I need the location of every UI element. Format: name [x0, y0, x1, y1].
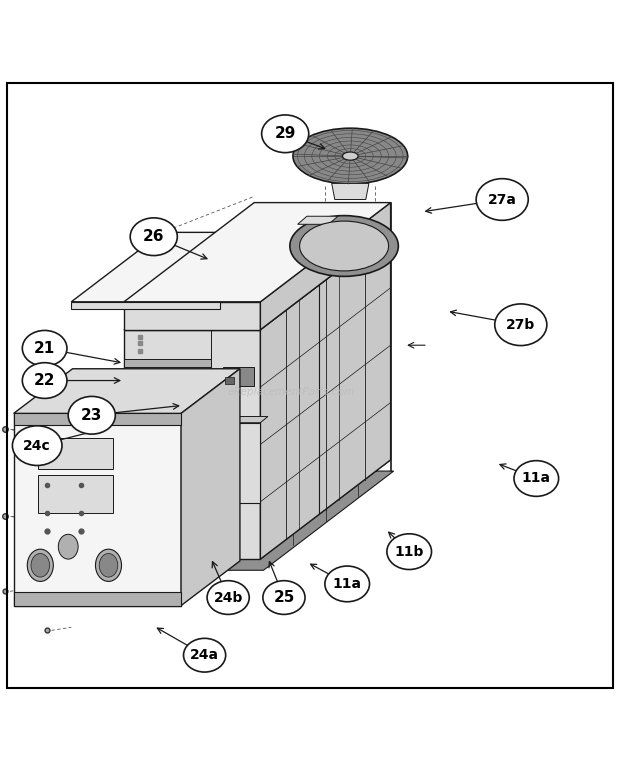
Polygon shape — [71, 232, 311, 301]
Text: 21: 21 — [34, 341, 55, 355]
Polygon shape — [124, 203, 391, 301]
Polygon shape — [14, 369, 240, 413]
Polygon shape — [124, 330, 260, 559]
Text: eReplacementParts.com: eReplacementParts.com — [228, 387, 355, 397]
Ellipse shape — [262, 115, 309, 153]
Text: 24a: 24a — [190, 648, 219, 662]
Polygon shape — [260, 203, 391, 330]
Ellipse shape — [22, 362, 67, 399]
Text: 27b: 27b — [506, 318, 536, 332]
Polygon shape — [225, 377, 234, 384]
Polygon shape — [14, 592, 181, 605]
Polygon shape — [298, 216, 338, 224]
Polygon shape — [38, 438, 113, 470]
Ellipse shape — [207, 581, 249, 614]
Text: 11a: 11a — [522, 472, 551, 486]
Ellipse shape — [184, 638, 226, 672]
Polygon shape — [71, 301, 220, 309]
Polygon shape — [124, 231, 391, 330]
Ellipse shape — [495, 304, 547, 345]
Ellipse shape — [263, 581, 305, 614]
Polygon shape — [121, 460, 394, 571]
Ellipse shape — [22, 331, 67, 366]
Polygon shape — [124, 359, 211, 367]
Polygon shape — [260, 231, 391, 559]
Ellipse shape — [130, 218, 177, 255]
Text: 22: 22 — [34, 373, 55, 388]
Polygon shape — [14, 413, 181, 425]
Polygon shape — [181, 369, 240, 605]
Text: 29: 29 — [275, 126, 296, 141]
Polygon shape — [223, 367, 254, 386]
Polygon shape — [229, 416, 268, 423]
Polygon shape — [180, 416, 223, 516]
Ellipse shape — [299, 221, 389, 271]
Text: 25: 25 — [273, 590, 294, 605]
Ellipse shape — [31, 554, 50, 577]
Polygon shape — [180, 409, 232, 416]
Polygon shape — [38, 476, 113, 513]
Ellipse shape — [95, 549, 122, 581]
Text: 24c: 24c — [24, 439, 51, 453]
Ellipse shape — [325, 566, 370, 601]
Ellipse shape — [387, 534, 432, 570]
Ellipse shape — [342, 152, 358, 160]
Ellipse shape — [68, 396, 115, 434]
Polygon shape — [229, 423, 260, 503]
Ellipse shape — [27, 549, 53, 581]
Text: 26: 26 — [143, 229, 164, 244]
Ellipse shape — [293, 128, 408, 184]
Text: 27a: 27a — [488, 193, 516, 207]
Ellipse shape — [58, 534, 78, 559]
Text: 11b: 11b — [394, 544, 424, 559]
Ellipse shape — [12, 426, 62, 466]
Ellipse shape — [476, 179, 528, 221]
Polygon shape — [124, 301, 260, 330]
Ellipse shape — [99, 554, 118, 577]
Ellipse shape — [514, 460, 559, 497]
Text: 11a: 11a — [333, 577, 361, 591]
Polygon shape — [14, 413, 181, 605]
Polygon shape — [332, 183, 369, 200]
Text: 24b: 24b — [213, 591, 243, 604]
Text: 23: 23 — [81, 408, 102, 423]
Ellipse shape — [290, 216, 399, 276]
